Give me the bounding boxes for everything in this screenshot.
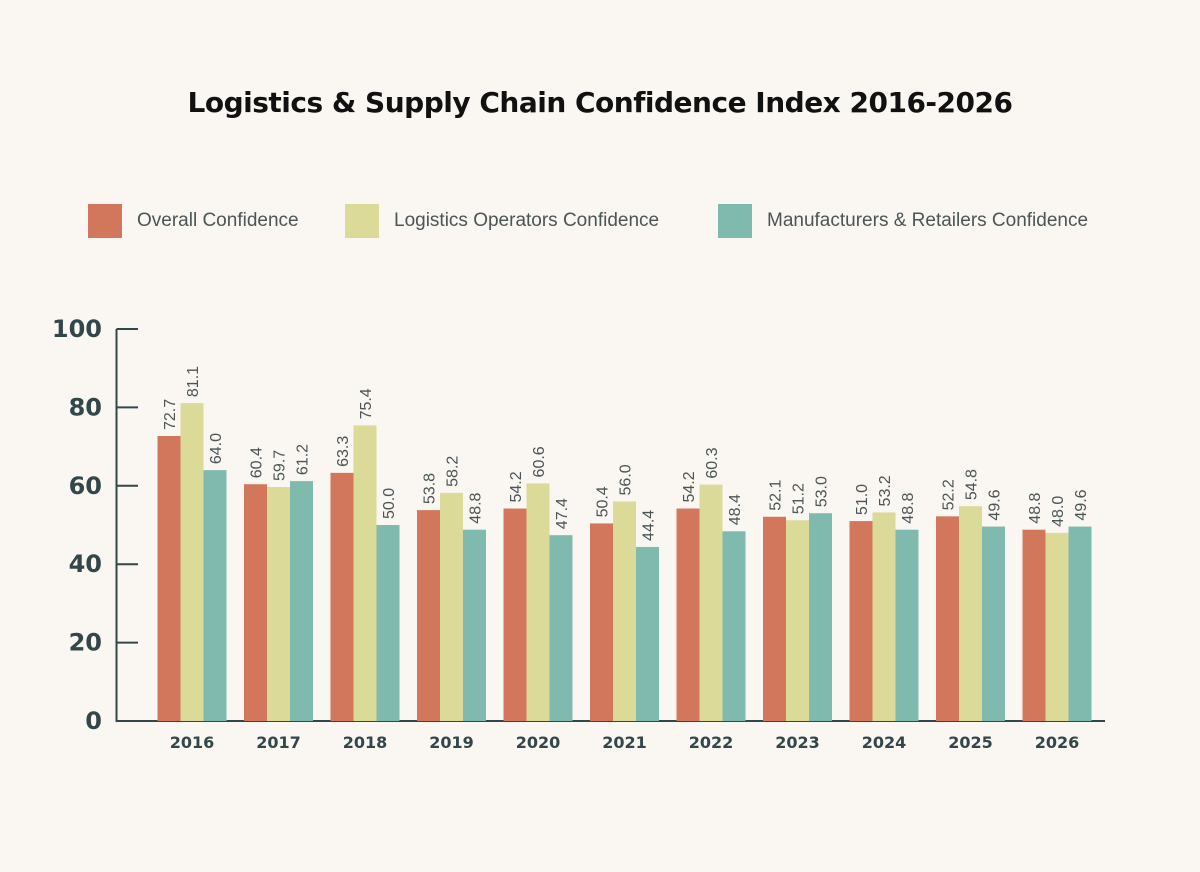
bar (786, 520, 809, 721)
data-label: 51.0 (854, 484, 871, 515)
y-tick-label: 80 (69, 393, 102, 421)
bar (440, 492, 463, 721)
bar (503, 508, 527, 721)
data-label: 53.8 (422, 473, 439, 504)
bar (180, 403, 204, 721)
bar (1022, 529, 1046, 721)
legend-swatch (345, 204, 379, 238)
data-label: 47.4 (554, 498, 571, 529)
legend-label: Logistics Operators Confidence (394, 210, 660, 231)
data-label: 64.0 (208, 433, 225, 464)
x-tick-label: 2017 (256, 733, 301, 752)
data-label: 60.6 (531, 446, 548, 477)
bar (895, 529, 919, 721)
bar (330, 472, 354, 721)
x-tick-label: 2022 (689, 733, 734, 752)
data-label: 48.0 (1050, 496, 1067, 527)
data-label: 50.0 (381, 488, 398, 519)
bar (722, 531, 746, 721)
bar (353, 425, 377, 721)
data-label: 49.6 (1073, 489, 1090, 520)
bar (463, 529, 486, 721)
bar (613, 501, 636, 721)
bar (872, 512, 896, 721)
x-tick-label: 2023 (775, 733, 820, 752)
data-label: 56.0 (618, 464, 635, 495)
data-label: 48.4 (727, 494, 744, 525)
data-label: 52.1 (768, 480, 785, 511)
x-tick-label: 2020 (516, 733, 561, 752)
x-tick-label: 2018 (343, 733, 388, 752)
data-label: 75.4 (358, 388, 375, 419)
bar (244, 484, 267, 721)
bar (549, 535, 573, 721)
bar (959, 506, 982, 721)
legend-item-overall: Overall Confidence (88, 204, 299, 238)
bar (809, 513, 832, 721)
bar (590, 523, 613, 721)
bar (203, 470, 227, 721)
legend-swatch (718, 204, 752, 238)
x-tick-label: 2016 (170, 733, 215, 752)
bar (267, 486, 290, 721)
data-label: 51.2 (791, 483, 808, 514)
data-label: 49.6 (987, 489, 1004, 520)
y-tick-label: 100 (52, 315, 102, 343)
bar (763, 516, 786, 721)
data-label: 48.8 (1027, 492, 1044, 523)
data-label: 48.8 (468, 492, 485, 523)
legend-label: Overall Confidence (137, 210, 299, 231)
legend-item-manufacturers: Manufacturers & Retailers Confidence (718, 204, 1088, 238)
bar (699, 484, 723, 721)
bar (417, 510, 440, 721)
data-label: 72.7 (162, 399, 179, 430)
bar (982, 526, 1005, 721)
bar (849, 521, 873, 721)
bar (526, 483, 550, 721)
x-tick-label: 2019 (429, 733, 474, 752)
bar (290, 481, 313, 721)
data-label: 54.2 (681, 471, 698, 502)
y-tick-label: 60 (69, 472, 102, 500)
x-tick-label: 2025 (948, 733, 993, 752)
bar (936, 516, 959, 721)
chart-title: Logistics & Supply Chain Confidence Inde… (187, 86, 1013, 119)
data-label: 63.3 (335, 436, 352, 467)
bar (157, 436, 181, 721)
bar (1068, 526, 1092, 721)
data-label: 58.2 (445, 456, 462, 487)
data-label: 52.2 (941, 479, 958, 510)
y-tick-label: 40 (69, 550, 102, 578)
data-label: 59.7 (272, 450, 289, 481)
x-tick-label: 2021 (602, 733, 647, 752)
bar (376, 525, 400, 721)
data-label: 53.0 (814, 476, 831, 507)
legend-label: Manufacturers & Retailers Confidence (767, 210, 1089, 231)
data-label: 48.8 (900, 492, 917, 523)
x-tick-label: 2026 (1035, 733, 1080, 752)
data-label: 60.4 (249, 447, 266, 478)
data-label: 60.3 (704, 447, 721, 478)
bar (636, 546, 659, 721)
bar (676, 508, 700, 721)
bar (1045, 532, 1069, 721)
y-tick-label: 20 (69, 629, 102, 657)
data-label: 54.8 (964, 469, 981, 500)
legend-item-logistics: Logistics Operators Confidence (345, 204, 659, 238)
y-tick-label: 0 (85, 707, 102, 735)
data-label: 44.4 (641, 510, 658, 541)
x-tick-label: 2024 (862, 733, 907, 752)
data-label: 54.2 (508, 471, 525, 502)
data-label: 61.2 (295, 444, 312, 475)
legend-swatch (88, 204, 122, 238)
data-label: 50.4 (595, 486, 612, 517)
data-label: 81.1 (185, 366, 202, 397)
data-label: 53.2 (877, 475, 894, 506)
